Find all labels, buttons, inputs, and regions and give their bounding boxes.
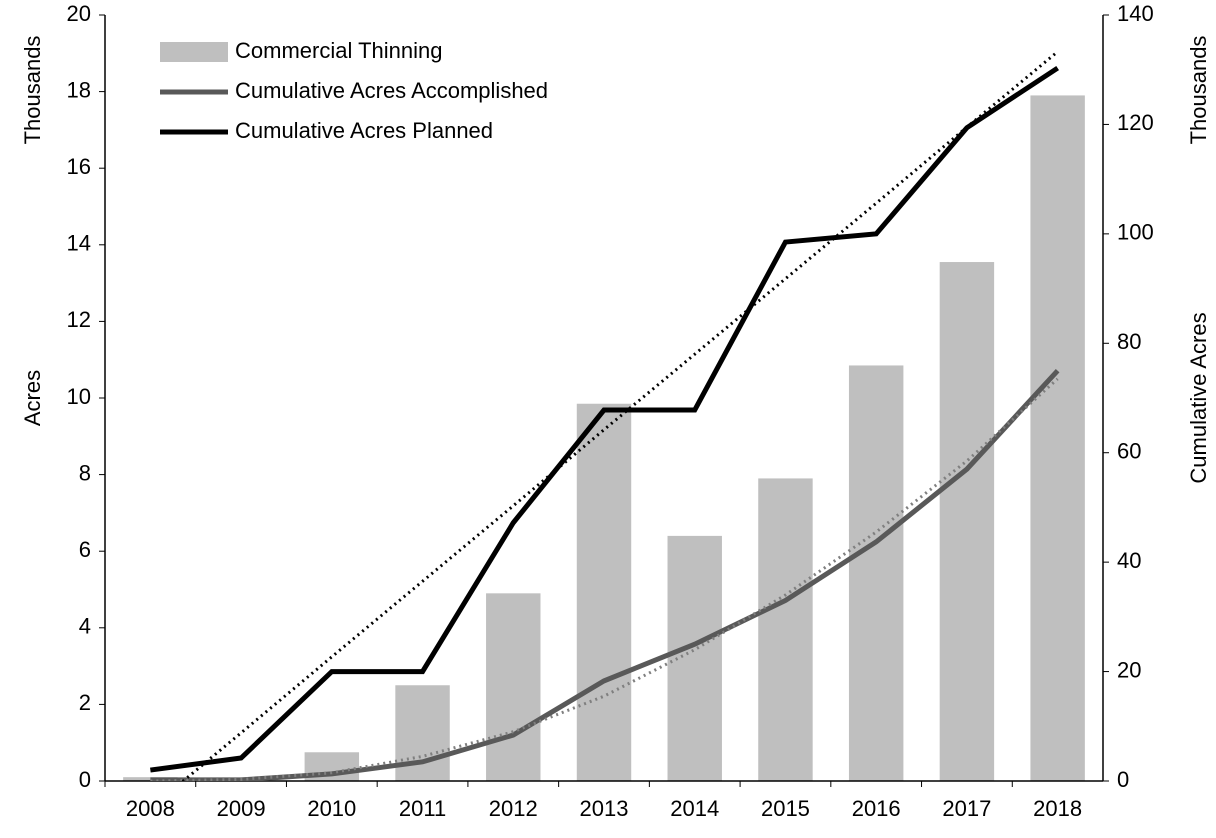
legend-swatch (160, 42, 228, 62)
x-tick-label: 2013 (580, 796, 629, 821)
x-tick-label: 2008 (126, 796, 175, 821)
y-tick-label: 20 (67, 1, 91, 26)
x-tick-label: 2015 (761, 796, 810, 821)
y-unit: Thousands (20, 36, 45, 145)
y2-tick-label: 80 (1117, 329, 1141, 354)
y2-label: Cumulative Acres (1186, 312, 1211, 483)
legend-label: Cumulative Acres Planned (235, 118, 493, 143)
y-tick-label: 16 (67, 154, 91, 179)
bar (848, 365, 904, 781)
y-tick-label: 10 (67, 384, 91, 409)
legend-label: Commercial Thinning (235, 38, 442, 63)
y-tick-label: 6 (79, 537, 91, 562)
y-tick-label: 4 (79, 614, 91, 639)
y2-tick-label: 0 (1117, 767, 1129, 792)
bar (486, 593, 541, 781)
x-tick-label: 2014 (670, 796, 719, 821)
y2-tick-label: 40 (1117, 548, 1141, 573)
y2-tick-label: 20 (1117, 657, 1141, 682)
y2-tick-label: 100 (1117, 220, 1154, 245)
y-tick-label: 12 (67, 307, 91, 332)
x-tick-label: 2012 (489, 796, 538, 821)
bar (576, 403, 632, 781)
x-tick-label: 2010 (307, 796, 356, 821)
y-tick-label: 0 (79, 767, 91, 792)
y-tick-label: 8 (79, 460, 91, 485)
x-tick-label: 2018 (1033, 796, 1082, 821)
bar (758, 478, 813, 781)
y2-tick-label: 140 (1117, 1, 1154, 26)
plot-lines (150, 50, 1060, 781)
y-tick-label: 18 (67, 77, 91, 102)
y2-tick-label: 120 (1117, 110, 1154, 135)
x-tick-label: 2017 (942, 796, 991, 821)
y-tick-label: 14 (67, 231, 91, 256)
x-tick-label: 2011 (399, 796, 446, 821)
y-label: Acres (20, 370, 45, 426)
legend-label: Cumulative Acres Accomplished (235, 78, 548, 103)
x-tick-label: 2016 (852, 796, 901, 821)
bar (939, 262, 995, 781)
x-tick-label: 2009 (217, 796, 266, 821)
line (150, 65, 1060, 773)
y2-tick-label: 60 (1117, 439, 1141, 464)
bar (1030, 95, 1085, 782)
trend-line (180, 50, 1059, 781)
trend-line (150, 377, 1059, 781)
y-tick-label: 2 (79, 690, 91, 715)
y2-unit: Thousands (1186, 36, 1211, 145)
